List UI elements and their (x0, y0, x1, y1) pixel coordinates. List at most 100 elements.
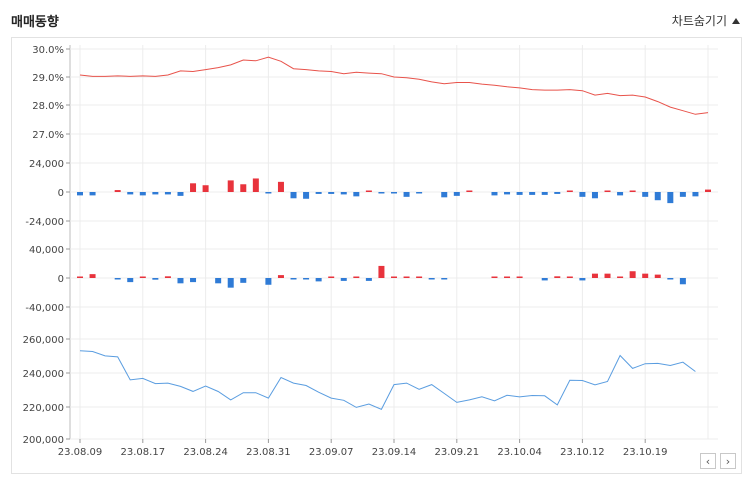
next-button[interactable]: › (720, 453, 736, 469)
y-tick-label: 200,000 (23, 435, 64, 446)
flow_2-bar (139, 276, 146, 278)
flow_1-bar (114, 190, 121, 192)
x-tick-label: 23.09.07 (309, 447, 354, 458)
flow_1-bar (315, 192, 322, 194)
flow_1-bar (541, 192, 548, 195)
flow_2-bar (629, 271, 636, 278)
flow_1-bar (277, 181, 284, 192)
flow_1-bar (202, 185, 209, 192)
flow_1-bar (667, 192, 674, 204)
x-tick-label: 23.08.31 (246, 447, 291, 458)
x-tick-label: 23.10.12 (560, 447, 605, 458)
hide-chart-label: 차트숨기기 (671, 14, 727, 28)
flow_1-bar (365, 190, 372, 192)
flow_2-bar (566, 276, 573, 278)
y-tick-label: 24,000 (29, 159, 64, 170)
flow_2-bar (114, 278, 121, 280)
x-tick-label: 23.08.17 (121, 447, 166, 458)
flow_2-bar (265, 278, 272, 285)
flow_2-bar (591, 273, 598, 278)
flow_2-bar (554, 276, 561, 278)
flow_1-bar (340, 192, 347, 195)
flow_1-bar (629, 190, 636, 192)
flow_1-bar (164, 192, 171, 195)
flow_2-bar (667, 278, 674, 280)
flow_2-bar (215, 278, 222, 284)
flow_1-bar (391, 192, 397, 194)
flow_2-bar (340, 278, 347, 281)
flow_1-bar (617, 192, 624, 196)
flow_2-bar (190, 278, 197, 283)
flow_1-bar (579, 192, 586, 197)
flow_2-bar (365, 278, 372, 281)
flow_1-bar (516, 192, 523, 195)
flow_1-bar (252, 178, 259, 192)
hide-chart-toggle[interactable]: 차트숨기기 (672, 12, 740, 29)
y-tick-label: 0 (58, 274, 64, 285)
flow_1-bar (177, 192, 184, 196)
y-tick-label: -24,000 (25, 217, 64, 228)
flow_2-bar (177, 278, 184, 284)
flow_1-bar (591, 192, 598, 199)
flow_1-bar (453, 192, 460, 196)
flow_2-bar (391, 276, 397, 278)
x-tick-label: 23.09.14 (372, 447, 417, 458)
flow_2-bar (152, 278, 159, 280)
chevron-right-icon: › (725, 454, 731, 468)
flow_1-bar (604, 190, 611, 192)
flow_2-bar (240, 278, 247, 283)
flow_1-bar (679, 192, 686, 197)
flow_2-bar (491, 276, 498, 278)
flow_1-bar (466, 190, 473, 192)
flow_1-bar (654, 192, 661, 201)
flow_1-bar (353, 192, 360, 197)
flow_2-bar (328, 276, 335, 278)
flow_1-bar (139, 192, 146, 196)
x-tick-label: 23.10.04 (497, 447, 542, 458)
flow_2-bar (403, 276, 410, 278)
flow_1-bar (566, 190, 573, 192)
flow_2-bar (504, 276, 511, 278)
flow_1-bar (705, 189, 711, 192)
flow_1-bar (265, 192, 272, 194)
flow_2-bar (290, 278, 297, 280)
flow_2-bar (428, 278, 435, 280)
flow_1-bar (152, 192, 159, 195)
flow_1-bar (441, 192, 448, 198)
y-tick-label: 40,000 (29, 245, 64, 256)
y-tick-label: 29.0% (32, 73, 64, 84)
flow_1-bar (89, 192, 96, 196)
flow_1-bar (554, 192, 561, 194)
prev-button[interactable]: ‹ (700, 453, 716, 469)
flow_1-bar (77, 192, 83, 196)
y-tick-label: 27.0% (32, 130, 64, 141)
flow_2-bar (642, 273, 649, 278)
y-tick-label: -40,000 (25, 303, 64, 314)
flow_2-bar (516, 276, 523, 278)
flow_1-bar (416, 192, 423, 194)
flow_2-bar (277, 275, 284, 278)
flow_1-bar (190, 183, 197, 192)
flow_2-bar (164, 276, 171, 278)
flow_1-bar (692, 192, 699, 197)
flow_2-bar (378, 265, 385, 278)
flow_1-bar (227, 180, 234, 192)
x-tick-label: 23.08.09 (58, 447, 103, 458)
flow_2-bar (127, 278, 134, 283)
flow_2-bar (77, 276, 83, 278)
flow_1-bar (378, 192, 385, 194)
flow_1-bar (127, 192, 134, 195)
flow_1-bar (290, 192, 297, 199)
flow_1-bar (491, 192, 498, 196)
triangle-up-icon (732, 17, 740, 24)
flow_2-bar (579, 278, 586, 281)
flow_2-bar (441, 278, 448, 280)
flow_2-bar (315, 278, 322, 282)
x-tick-label: 23.10.19 (623, 447, 668, 458)
flow_2-bar (227, 278, 234, 288)
flow_2-bar (617, 276, 624, 278)
flow_1-bar (504, 192, 511, 195)
flow_1-bar (403, 192, 410, 197)
flow_2-bar (353, 276, 360, 278)
